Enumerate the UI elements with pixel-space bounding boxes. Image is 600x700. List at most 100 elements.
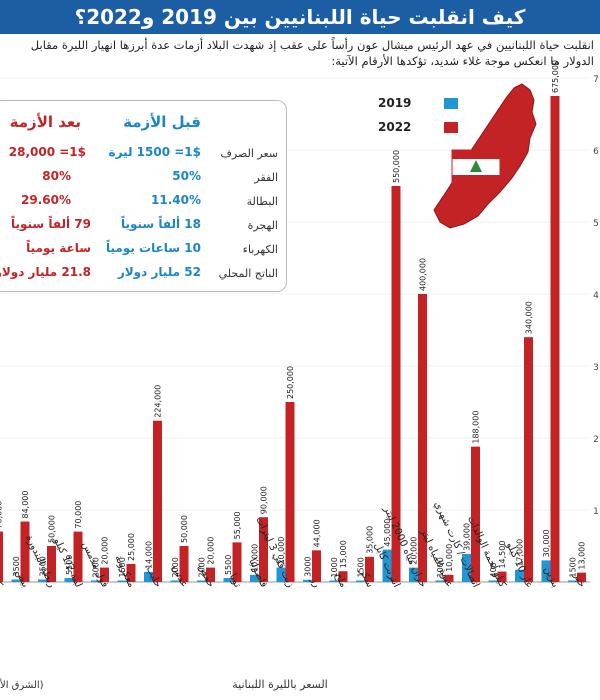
bar-2022	[126, 564, 136, 582]
bar-2019	[223, 578, 233, 582]
legend-swatch-2019	[444, 98, 458, 109]
chart-bars	[0, 96, 586, 582]
bar-2019	[541, 560, 551, 582]
bar-2019	[144, 571, 153, 582]
value-label-2019: 2000	[198, 557, 207, 577]
bar-2022	[524, 337, 533, 582]
value-label-2019: 3000	[304, 556, 313, 576]
bar-2019	[64, 578, 74, 582]
bar-2022	[206, 567, 215, 582]
before-electricity: 10 ساعات يومياً	[106, 241, 201, 255]
chart-y-ticks: 7 6 5 4 3 2 1	[593, 75, 599, 517]
intro-line-2: الدولار ما انعكس موجة غلاء شديد، تؤكدها …	[331, 54, 594, 68]
row-label-emigration: الهجرة	[247, 219, 278, 232]
value-label-2019: 45,000	[383, 519, 392, 547]
y-tick-label: 3	[593, 363, 599, 373]
row-label-electricity: الكهرباء	[242, 243, 278, 256]
value-label-2022: 20,000	[101, 537, 110, 565]
value-label-2022: 44,000	[313, 519, 322, 547]
bar-2022	[338, 571, 348, 582]
row-label-exchange: سعر الصرف	[220, 147, 278, 160]
bar-2019	[117, 580, 127, 582]
value-label-2019: 5500	[65, 555, 74, 575]
value-label-2022: 25,000	[127, 533, 136, 561]
value-label-2019: 2000	[92, 557, 101, 577]
row-label-gdp: الناتج المحلي	[218, 267, 278, 280]
intro-line-1: انقلبت حياة اللبنانيين في عهد الرئيس ميش…	[30, 38, 594, 52]
bar-2022	[0, 531, 3, 582]
y-tick-label: 7	[593, 75, 599, 85]
value-label-2022: 13,000	[578, 542, 587, 570]
value-label-2022: 90,000	[260, 486, 269, 514]
bar-2022	[391, 186, 401, 582]
source-credit: (الشرق الأ	[0, 680, 44, 691]
bar-2022	[312, 550, 321, 582]
bar-2022	[259, 517, 268, 582]
bar-2022	[47, 546, 56, 582]
before-after-table: قبل الأزمة بعد الأزمة سعر الصرف 1$= 1500…	[0, 100, 287, 292]
bar-2022	[100, 567, 109, 582]
bar-2022	[285, 402, 295, 582]
value-label-2019: 1000	[436, 557, 445, 577]
after-electricity: ساعة يومياً	[26, 241, 91, 255]
after-unemployment: 29.60%	[21, 193, 71, 207]
after-exchange: 1$= 28,000	[8, 145, 86, 159]
value-label-2022: 50,000	[180, 515, 189, 543]
bar-2019	[38, 579, 47, 582]
bar-2019	[276, 567, 286, 582]
category-label: رز	[308, 575, 323, 589]
bar-2019	[435, 580, 445, 582]
value-label-2022: 84,000	[21, 491, 30, 519]
legend-swatch-2022	[444, 122, 458, 133]
value-label-2019: 1000	[330, 557, 339, 577]
before-emigration: 18 ألفاً سنوياً	[120, 217, 201, 231]
bar-2022	[365, 556, 374, 582]
after-emigration: 79 ألفاً سنوياً	[10, 217, 91, 231]
value-label-2019: 17,000	[516, 539, 525, 567]
value-label-2022: 188,000	[472, 411, 481, 444]
value-label-2022: 35,000	[366, 526, 375, 554]
value-label-2022: 340,000	[525, 301, 534, 334]
value-label-2022: 250,000	[286, 366, 295, 399]
legend-label-2022: 2022	[378, 120, 412, 134]
y-tick-label: 5	[593, 219, 599, 229]
value-label-2022: 675,000	[551, 60, 560, 93]
value-label-2019: 3500	[12, 556, 21, 576]
value-label-2019: 20,000	[277, 537, 286, 565]
bar-2019	[409, 567, 418, 582]
bar-2022	[73, 531, 83, 582]
value-label-2019: 10,000	[251, 544, 260, 572]
bar-2019	[568, 580, 577, 582]
intro-text: انقلبت حياة اللبنانيين في عهد الرئيس ميش…	[0, 37, 600, 69]
value-label-2019: 1500	[118, 557, 127, 577]
bar-2019	[170, 580, 180, 582]
value-label-2019: 14,000	[145, 541, 154, 569]
value-label-2019: 30,000	[542, 529, 551, 557]
value-label-2019: 39,000	[463, 523, 472, 551]
bar-2019	[356, 580, 365, 582]
legend-label-2019: 2019	[378, 96, 412, 110]
bar-2019	[11, 579, 21, 582]
y-tick-label: 6	[593, 147, 599, 157]
value-label-2022: 10,000	[445, 544, 454, 572]
value-label-2022: 400,000	[419, 258, 428, 291]
bar-2022	[444, 574, 454, 582]
bar-2019	[91, 580, 100, 582]
value-label-2022: 20,000	[207, 537, 216, 565]
value-label-2019: 1500	[569, 557, 578, 577]
y-tick-label: 4	[593, 291, 599, 301]
legend-item-2022: 2022	[378, 120, 458, 138]
row-label-poverty: الفقر	[254, 171, 278, 184]
bar-2019	[488, 580, 498, 582]
value-label-2022: 70,000	[74, 501, 83, 529]
bar-2019	[329, 580, 339, 582]
bar-2022	[20, 521, 30, 582]
value-label-2022: 15,000	[339, 540, 348, 568]
value-label-2019: 20,000	[410, 537, 419, 565]
before-poverty: 50%	[172, 169, 201, 183]
bar-2019	[382, 549, 392, 582]
category-label: تونا	[227, 572, 243, 589]
bar-2019	[250, 574, 259, 582]
value-label-2019: 3500	[39, 556, 48, 576]
